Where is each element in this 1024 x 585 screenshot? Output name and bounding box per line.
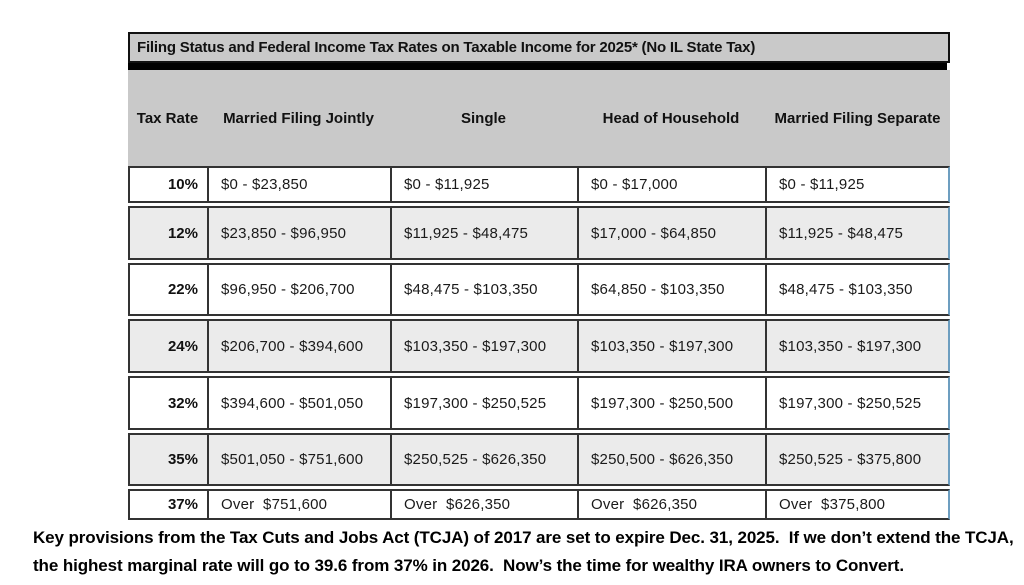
value-cell: $11,925 - $48,475 [765,206,950,260]
footnote-text: Key provisions from the Tax Cuts and Job… [33,528,1019,575]
rate-cell: 10% [128,166,207,203]
value-cell: $64,850 - $103,350 [577,263,765,316]
column-header-married-filing-jointly: Married Filing Jointly [223,109,374,127]
column-header-head-of-household: Head of Household [602,109,740,127]
table-row: 32% $394,600 - $501,050 $197,300 - $250,… [128,376,950,430]
value-cell: $23,850 - $96,950 [207,206,390,260]
tax-rate-table: Filing Status and Federal Income Tax Rat… [128,32,950,520]
value-cell: $197,300 - $250,500 [577,376,765,430]
value-cell: $103,350 - $197,300 [577,319,765,373]
column-header-single: Single [460,109,506,127]
rate-cell: 37% [128,489,207,520]
value-cell: $17,000 - $64,850 [577,206,765,260]
value-cell: $250,500 - $626,350 [577,433,765,486]
value-cell: Over $626,350 [390,489,577,520]
value-cell: $48,475 - $103,350 [390,263,577,316]
table-header-row: Tax Rate Married Filing Jointly Single H… [128,70,950,166]
rate-cell: 24% [128,319,207,373]
value-cell: $96,950 - $206,700 [207,263,390,316]
table-row: 35% $501,050 - $751,600 $250,525 - $626,… [128,433,950,486]
table-row: 24% $206,700 - $394,600 $103,350 - $197,… [128,319,950,373]
value-cell: $250,525 - $626,350 [390,433,577,486]
value-cell: $0 - $23,850 [207,166,390,203]
rate-cell: 12% [128,206,207,260]
table-row: 12% $23,850 - $96,950 $11,925 - $48,475 … [128,206,950,260]
table-row: 22% $96,950 - $206,700 $48,475 - $103,35… [128,263,950,316]
table-body: 10% $0 - $23,850 $0 - $11,925 $0 - $17,0… [128,166,950,520]
column-header-married-filing-separate: Married Filing Separate [774,109,941,127]
rate-cell: 32% [128,376,207,430]
value-cell: $11,925 - $48,475 [390,206,577,260]
value-cell: Over $626,350 [577,489,765,520]
value-cell: $0 - $11,925 [390,166,577,203]
value-cell: Over $375,800 [765,489,950,520]
table-row: 10% $0 - $23,850 $0 - $11,925 $0 - $17,0… [128,166,950,203]
value-cell: $0 - $11,925 [765,166,950,203]
value-cell: $48,475 - $103,350 [765,263,950,316]
rate-cell: 22% [128,263,207,316]
title-divider [128,63,947,70]
value-cell: $197,300 - $250,525 [765,376,950,430]
value-cell: $394,600 - $501,050 [207,376,390,430]
value-cell: $103,350 - $197,300 [390,319,577,373]
rate-cell: 35% [128,433,207,486]
value-cell: $103,350 - $197,300 [765,319,950,373]
column-header-tax-rate: Tax Rate [136,109,199,127]
value-cell: $197,300 - $250,525 [390,376,577,430]
value-cell: $501,050 - $751,600 [207,433,390,486]
value-cell: $0 - $17,000 [577,166,765,203]
value-cell: $250,525 - $375,800 [765,433,950,486]
table-row: 37% Over $751,600 Over $626,350 Over $62… [128,489,950,520]
table-title: Filing Status and Federal Income Tax Rat… [128,32,950,63]
value-cell: $206,700 - $394,600 [207,319,390,373]
value-cell: Over $751,600 [207,489,390,520]
